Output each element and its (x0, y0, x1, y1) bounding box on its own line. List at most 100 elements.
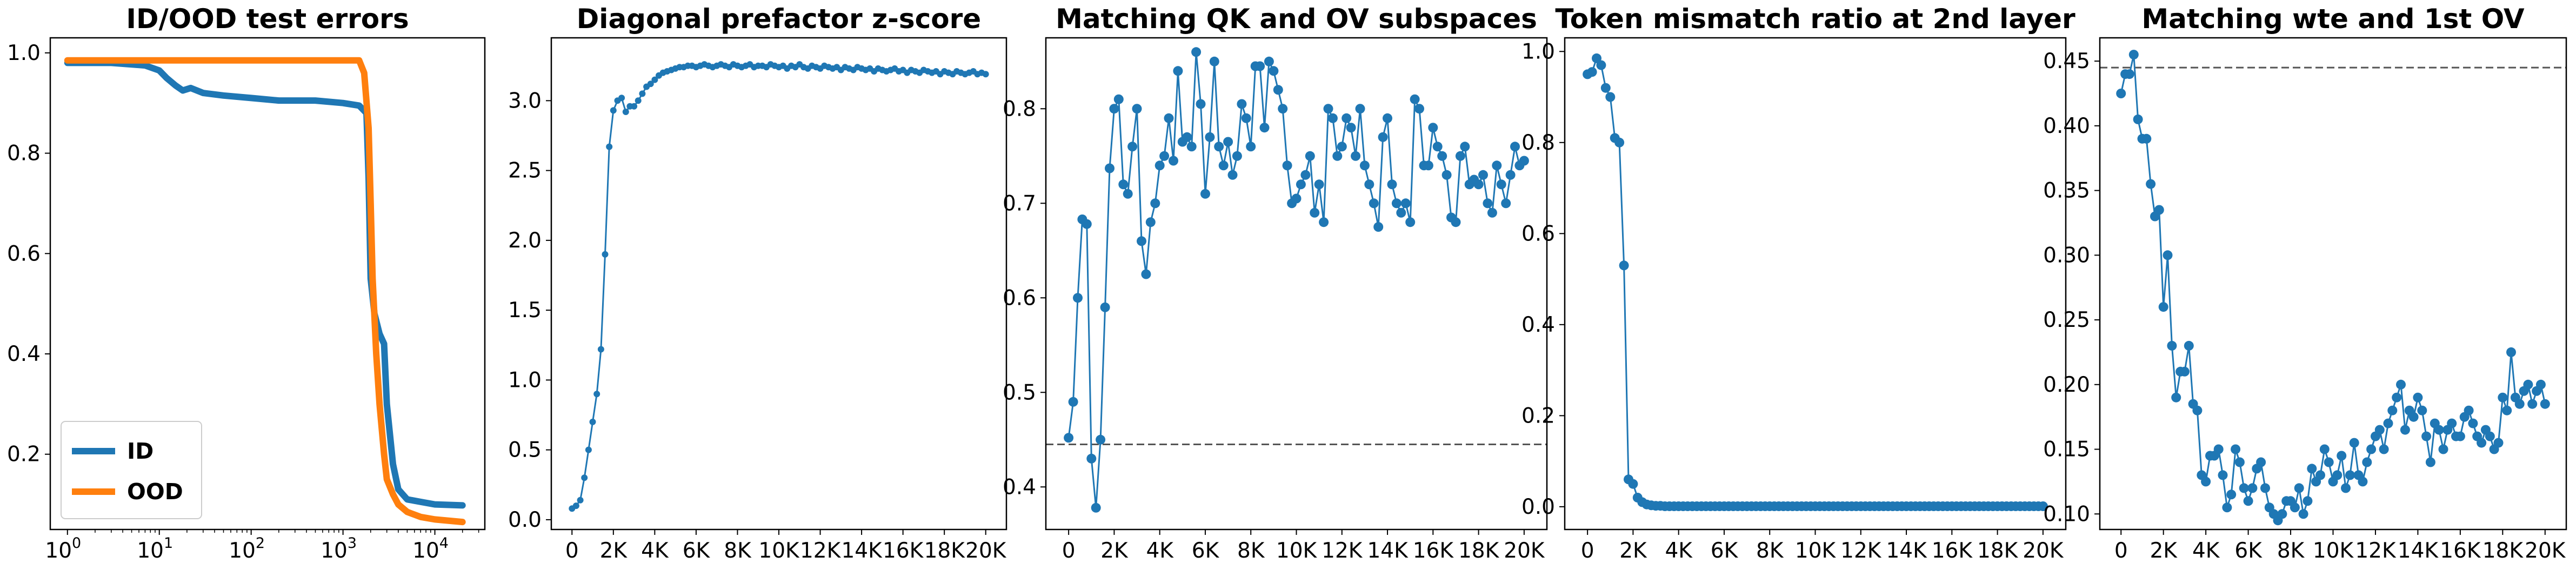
data-point (2417, 405, 2427, 415)
series-line-1 (1067, 51, 1525, 509)
data-point (2163, 250, 2173, 260)
data-point (1442, 170, 1452, 180)
data-point (606, 143, 613, 150)
data-point (1483, 198, 1493, 209)
data-point (2438, 444, 2448, 454)
data-point (1232, 151, 1242, 161)
x-tick-exponent: 4 (439, 535, 449, 552)
y-tick-label: 0.8 (1003, 97, 1036, 121)
data-point (1346, 123, 1356, 133)
data-point (2124, 69, 2134, 79)
data-point (1587, 67, 1597, 77)
data-point (1109, 104, 1119, 114)
data-point (1182, 132, 1192, 142)
data-point (2226, 489, 2237, 500)
data-point (2171, 392, 2181, 403)
data-point (1269, 66, 1279, 76)
plot-area (569, 61, 989, 512)
data-point (1173, 66, 1183, 76)
data-point (2362, 457, 2372, 467)
data-point (2502, 405, 2512, 415)
y-tick-label: 0.8 (1521, 131, 1555, 155)
x-tick-label: 12K (1840, 539, 1882, 563)
x-tick-label: 18K (924, 539, 966, 563)
data-point (2146, 179, 2156, 189)
series-line-1 (571, 63, 987, 509)
data-point (1414, 104, 1424, 114)
y-tick-label: 2.0 (508, 229, 542, 253)
data-point (1619, 260, 1629, 271)
data-point (1300, 170, 1311, 180)
y-tick-label: 0.6 (1003, 286, 1036, 310)
plot-area (1064, 47, 1529, 513)
y-tick-label: 0.4 (1521, 313, 1555, 337)
x-tick-label: 101 (137, 535, 173, 563)
data-point (585, 446, 592, 453)
y-tick-label: 0.30 (2043, 243, 2090, 267)
data-point (2447, 418, 2457, 428)
data-point (2477, 438, 2487, 448)
data-point (1628, 479, 1638, 489)
data-point (577, 497, 584, 504)
data-point (1351, 151, 1361, 161)
data-point (1227, 170, 1238, 180)
series-line-1 (1586, 57, 2044, 507)
x-tick-label: 6K (2234, 539, 2263, 563)
chart-title: Token mismatch ratio at 2nd layer (1555, 3, 2076, 35)
x-tick-label: 16K (2440, 539, 2481, 563)
y-tick-label: 0.40 (2043, 114, 2090, 138)
data-point (1214, 142, 1224, 152)
x-tick-label: 20K (965, 539, 1007, 563)
data-point (1364, 179, 1374, 190)
x-tick-label: 4K (641, 539, 669, 563)
data-point (1255, 61, 1265, 71)
data-point (1396, 207, 1406, 218)
x-tick-exponent: 0 (72, 535, 81, 552)
data-point (589, 418, 596, 425)
x-tick-label: 4K (2192, 539, 2220, 563)
x-tick-label: 8K (1237, 539, 1265, 563)
x-tick-label: 14K (2398, 539, 2439, 563)
data-point (593, 391, 600, 398)
data-point (1073, 293, 1083, 303)
x-tick-label: 0 (1581, 539, 1594, 563)
data-point (1100, 302, 1110, 312)
data-point (1373, 222, 1384, 232)
x-tick-label: 6K (683, 539, 711, 563)
data-point (1223, 137, 1233, 147)
chart-title: Diagonal prefactor z-score (577, 3, 981, 35)
x-tick-label: 16K (1932, 539, 1973, 563)
data-point (2179, 366, 2190, 377)
series-line-1 (2120, 53, 2546, 521)
chart-title: ID/OOD test errors (126, 3, 409, 35)
x-tick-label: 20K (1504, 539, 1545, 563)
y-tick-label: 0.7 (1003, 191, 1036, 216)
x-tick-label: 12K (1322, 539, 1363, 563)
data-point (1437, 151, 1447, 161)
y-tick-label: 0.45 (2043, 49, 2090, 73)
data-point (2298, 509, 2308, 519)
data-point (639, 90, 646, 97)
data-point (1096, 434, 1106, 445)
data-point (1200, 189, 1210, 199)
data-point (1460, 142, 1470, 152)
data-point (1273, 85, 1283, 95)
data-point (1428, 123, 1438, 133)
y-tick-label: 1.0 (1521, 39, 1555, 64)
x-tick-label: 14K (1886, 539, 1927, 563)
x-tick-label: 20K (2023, 539, 2064, 563)
y-tick-label: 1.0 (508, 368, 542, 392)
x-tick-label: 16K (1413, 539, 1454, 563)
data-point (1127, 142, 1138, 152)
data-point (1510, 142, 1520, 152)
x-tick-label: 10K (1795, 539, 1837, 563)
data-point (2213, 444, 2224, 454)
data-point (1369, 198, 1379, 209)
data-point (1592, 53, 1601, 63)
data-point (2303, 496, 2313, 506)
x-tick-label: 12K (800, 539, 842, 563)
data-point (2260, 483, 2270, 493)
x-tick-label: 14K (1367, 539, 1409, 563)
data-point (2366, 444, 2377, 454)
